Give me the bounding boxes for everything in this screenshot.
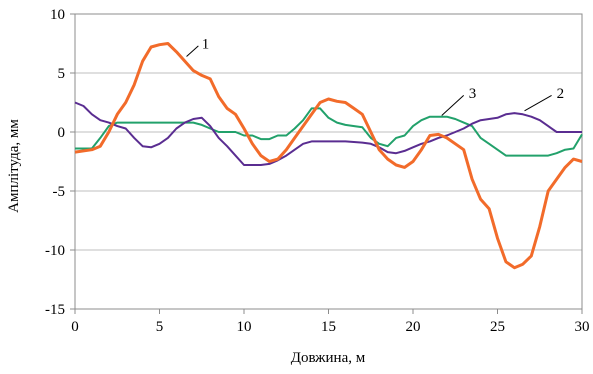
series-3-label: 3	[469, 86, 477, 102]
y-tick-label: 10	[50, 7, 65, 23]
x-tick-label: 15	[321, 319, 336, 335]
y-tick-label: 5	[58, 66, 66, 82]
series-2-leader	[524, 94, 552, 112]
x-axis-title: Довжина, м	[291, 350, 366, 366]
series-annotations: 1 2 3	[186, 37, 565, 116]
y-axis-title: Амплітуда, мм	[6, 119, 22, 213]
series-2-line	[74, 101, 582, 166]
plot-frame	[70, 13, 583, 314]
series-2-label: 2	[557, 86, 565, 102]
y-tick-label: -5	[53, 184, 66, 200]
y-tick-label: 0	[58, 125, 66, 141]
series-1-label: 1	[202, 37, 210, 53]
grid-lines	[75, 72, 582, 251]
x-tick-label: 30	[575, 319, 590, 335]
y-tick-label: -10	[45, 243, 65, 259]
x-tick-label: 5	[156, 319, 164, 335]
y-tick-label: -15	[45, 302, 65, 318]
x-tick-label: 0	[71, 319, 79, 335]
x-tick-label: 10	[237, 319, 252, 335]
series-lines	[74, 42, 583, 270]
x-tick-label: 25	[490, 319, 505, 335]
tick-labels: 0 5 10 15 20 25 30 -15 -10 -5 0 5 10	[45, 7, 590, 335]
series-3-leader	[441, 95, 465, 116]
series-1-line	[74, 42, 583, 270]
x-tick-label: 20	[406, 319, 421, 335]
plot-border	[74, 13, 583, 310]
series-1-leader	[186, 45, 199, 57]
